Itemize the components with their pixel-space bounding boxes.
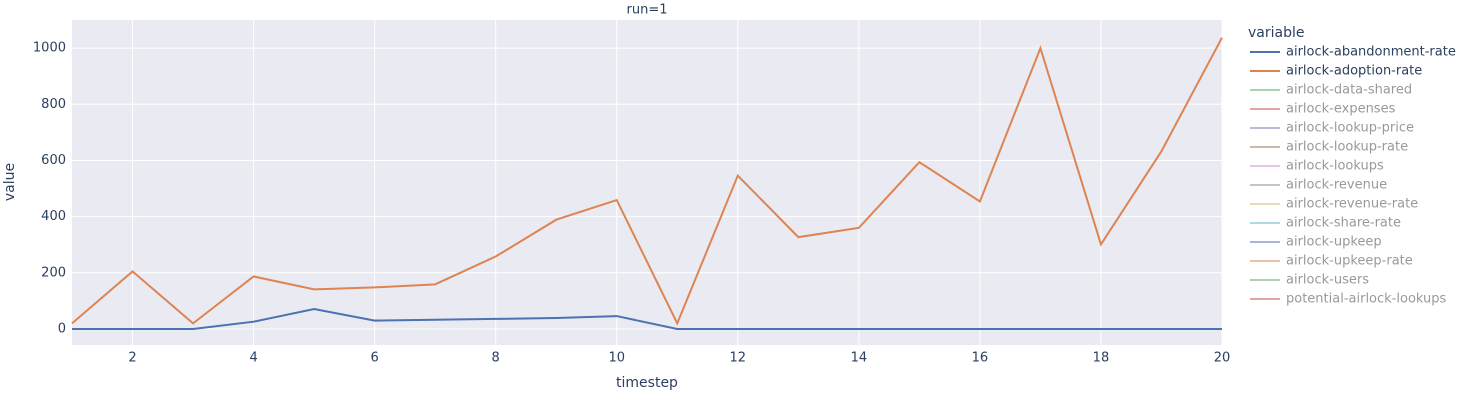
x-tick-label: 2	[128, 351, 136, 366]
x-tick-label: 4	[249, 351, 257, 366]
y-tick-label: 600	[41, 153, 66, 168]
x-tick-label: 18	[1093, 351, 1110, 366]
legend-title: variable	[1248, 25, 1304, 41]
x-tick-label: 12	[730, 351, 747, 366]
y-tick-label: 800	[41, 97, 66, 112]
x-tick-label: 10	[608, 351, 625, 366]
y-tick-label: 400	[41, 209, 66, 224]
y-tick-label: 1000	[33, 41, 66, 56]
legend-label: airlock-share-rate	[1286, 216, 1401, 231]
x-tick-label: 14	[851, 351, 868, 366]
line	[71, 37, 1223, 326]
x-tick-label: 16	[972, 351, 989, 366]
x-tick-label: 20	[1214, 351, 1231, 366]
line	[72, 308, 1222, 330]
legend-label: airlock-abandonment-rate	[1286, 45, 1456, 60]
y-tick-label: 200	[41, 265, 66, 280]
legend-label: airlock-lookup-rate	[1286, 140, 1408, 155]
x-tick-label: 6	[370, 351, 378, 366]
legend-label: airlock-upkeep	[1286, 235, 1382, 250]
plot-area	[72, 20, 1222, 345]
legend-label: airlock-lookups	[1286, 159, 1384, 174]
y-axis-label: value	[2, 163, 18, 201]
legend-label: airlock-lookup-price	[1286, 121, 1414, 136]
legend-label: airlock-upkeep-rate	[1286, 254, 1413, 269]
legend-label: airlock-revenue-rate	[1286, 197, 1418, 212]
x-tick-label: 8	[492, 351, 500, 366]
legend-label: potential-airlock-lookups	[1286, 292, 1447, 307]
legend-label: airlock-revenue	[1286, 178, 1387, 193]
chart-title: run=1	[627, 3, 668, 18]
y-tick-label: 0	[58, 321, 66, 336]
legend-label: airlock-data-shared	[1286, 83, 1412, 98]
legend-label: airlock-expenses	[1286, 102, 1396, 117]
x-axis-label: timestep	[616, 375, 678, 391]
legend-label: airlock-adoption-rate	[1286, 64, 1422, 79]
legend-label: airlock-users	[1286, 273, 1369, 288]
